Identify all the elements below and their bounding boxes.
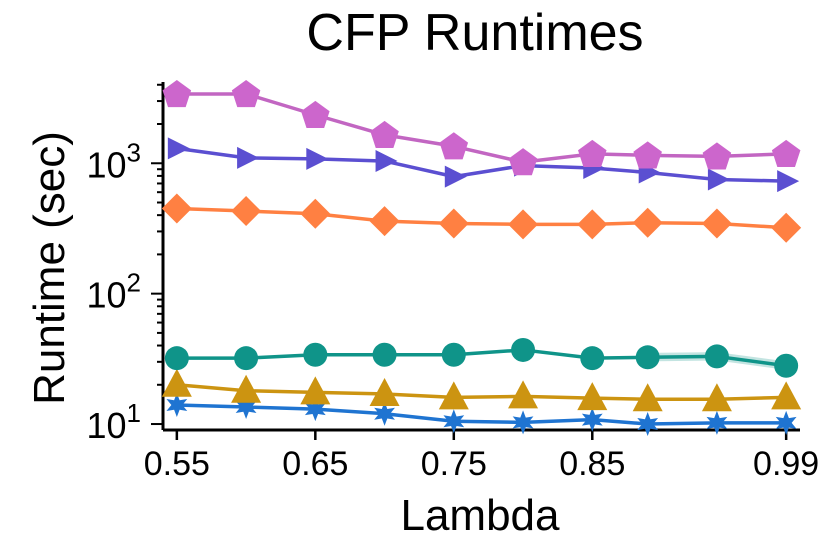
pentagon-series-point bbox=[162, 79, 192, 108]
circle-series-point bbox=[303, 342, 328, 367]
x-tick-label: 0.65 bbox=[282, 445, 348, 483]
triangle-up-series-point bbox=[577, 382, 608, 411]
circle-series-point bbox=[441, 342, 466, 367]
triangle-right-series-point bbox=[444, 165, 467, 188]
plot-area: 0.55 0.65 0.75 0.85 0.99 101 102 103 bbox=[86, 79, 819, 483]
circle-series-point bbox=[704, 344, 729, 369]
y-tick-label: 101 bbox=[86, 398, 141, 446]
y-axis-label: Runtime (sec) bbox=[25, 131, 74, 405]
triangle-up-series-point bbox=[369, 377, 400, 406]
triangle-up-series-point bbox=[508, 380, 539, 409]
star-series-point bbox=[775, 410, 797, 435]
x-tick-label: 0.75 bbox=[421, 445, 487, 483]
pentagon-series-point bbox=[439, 132, 469, 160]
diamond-series-point bbox=[771, 212, 802, 243]
diamond-series-point bbox=[438, 208, 469, 239]
star-series-point bbox=[637, 412, 659, 437]
star-series-point bbox=[304, 397, 326, 422]
triangle-up-series-point bbox=[771, 381, 802, 410]
star-series-point bbox=[443, 409, 465, 434]
y-tick-label: 103 bbox=[86, 137, 141, 185]
star-series-point bbox=[581, 407, 603, 432]
pentagon-series-point bbox=[771, 139, 801, 168]
diamond-series-point bbox=[632, 207, 663, 238]
triangle-up-series-point bbox=[231, 374, 262, 403]
x-tick-label: 0.99 bbox=[753, 445, 819, 483]
x-tick-label: 0.55 bbox=[144, 445, 210, 483]
y-tick-label: 102 bbox=[86, 268, 141, 316]
triangle-right-series-point bbox=[777, 170, 800, 193]
triangle-right-series-point bbox=[707, 168, 730, 191]
star-series-point bbox=[706, 410, 728, 435]
diamond-series-point bbox=[577, 209, 608, 240]
diamond-series-point bbox=[508, 209, 539, 240]
diamond-series-point bbox=[369, 206, 400, 237]
pentagon-series-point bbox=[702, 142, 732, 170]
triangle-right-series-point bbox=[167, 137, 190, 160]
diamond-series-point bbox=[161, 193, 192, 224]
star-series-point bbox=[512, 410, 534, 435]
star-series-point bbox=[166, 392, 188, 417]
pentagon-series-point bbox=[508, 148, 538, 176]
pentagon-series-point bbox=[370, 120, 399, 149]
triangle-up-series-point bbox=[438, 381, 469, 410]
circle-series-point bbox=[164, 346, 189, 371]
circle-series-point bbox=[234, 346, 259, 371]
triangle-up-series-point bbox=[701, 383, 732, 412]
star-series-point bbox=[235, 395, 257, 420]
circle-series-line bbox=[176, 348, 787, 368]
pentagon-series-point bbox=[578, 139, 607, 168]
pentagon-series-line bbox=[176, 92, 787, 164]
triangle-up-series-point bbox=[300, 376, 331, 405]
pentagon-series-point bbox=[301, 100, 330, 129]
circle-series-point bbox=[372, 342, 397, 367]
circle-series-point bbox=[511, 337, 536, 362]
triangle-right-series-point bbox=[237, 146, 260, 169]
circle-series-point bbox=[580, 346, 605, 371]
pentagon-series-point bbox=[231, 79, 261, 108]
x-tick-label: 0.85 bbox=[559, 445, 625, 483]
triangle-up-series-point bbox=[632, 383, 663, 412]
diamond-series-point bbox=[231, 196, 262, 227]
pentagon-series-point bbox=[633, 141, 662, 169]
chart-title: CFP Runtimes bbox=[306, 4, 643, 62]
triangle-right-series-point bbox=[306, 147, 329, 170]
star-series-line bbox=[176, 403, 787, 426]
star-series-point bbox=[374, 401, 395, 426]
triangle-up-series-line bbox=[176, 383, 787, 401]
x-axis-label: Lambda bbox=[400, 491, 560, 540]
triangle-right-series-line bbox=[176, 146, 787, 183]
diamond-series-point bbox=[701, 208, 732, 239]
diamond-series-line bbox=[176, 206, 787, 230]
diamond-series-point bbox=[300, 198, 331, 229]
triangle-right-series-point bbox=[375, 150, 398, 173]
circle-series-point bbox=[635, 345, 660, 370]
triangle-up-series-point bbox=[161, 368, 192, 397]
circle-series-point bbox=[774, 353, 799, 378]
